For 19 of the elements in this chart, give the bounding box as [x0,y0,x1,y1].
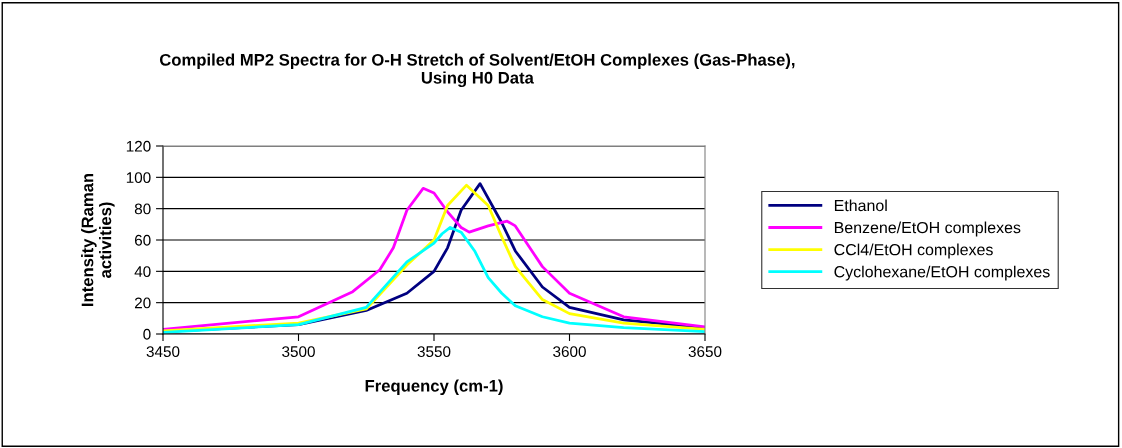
y-tick-label: 40 [134,266,151,278]
y-tick-label: 100 [126,172,151,184]
x-tick-label: 3600 [553,346,586,358]
y-tick-label: 0 [143,328,151,340]
y-tick-label: 120 [126,140,151,152]
legend-label: Cyclohexane/EtOH complexes [834,265,1050,281]
legend-label: Benzene/EtOH complexes [834,221,1021,237]
legend-label: Ethanol [834,199,887,212]
y-axis-title: Intensity (Raman activities) [81,173,115,307]
x-axis-title: Frequency (cm-1) [365,379,503,396]
chart-title: Compiled MP2 Spectra for O-H Stretch of Solvent/EtOH Complexes (Gas-Phase), Using H0 Data [159,53,795,88]
y-tick-label: 80 [134,203,151,215]
x-tick-label: 3500 [282,346,315,358]
y-tick-label: 20 [134,297,151,309]
x-tick-label: 3450 [146,346,180,358]
legend-label: CCl4/EtOH complexes [834,243,993,259]
x-tick-label: 3650 [688,346,722,358]
x-tick-label: 3550 [417,346,451,358]
y-tick-label: 60 [134,234,151,246]
